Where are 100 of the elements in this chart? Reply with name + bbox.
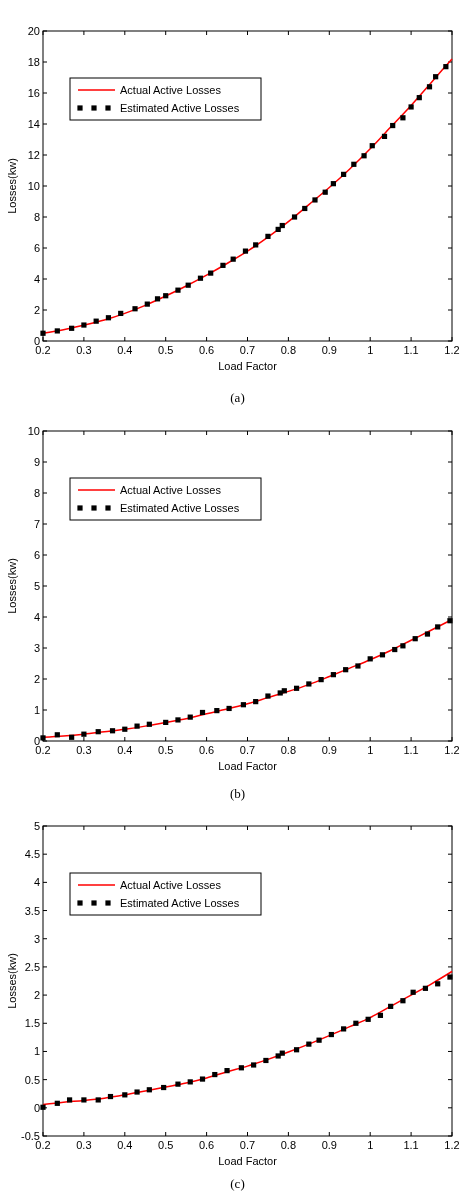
point bbox=[306, 1041, 312, 1047]
point bbox=[230, 256, 236, 262]
point bbox=[400, 998, 406, 1004]
y-tick-label: 3.5 bbox=[24, 904, 40, 917]
point bbox=[263, 1057, 269, 1064]
point bbox=[238, 1065, 244, 1071]
point bbox=[251, 1062, 257, 1068]
point bbox=[443, 64, 449, 70]
point bbox=[214, 708, 220, 714]
point bbox=[175, 717, 181, 723]
x-tick-label: 0.3 bbox=[76, 744, 92, 756]
y-tick-label: 0 bbox=[33, 335, 40, 347]
point bbox=[400, 643, 406, 649]
y-tick-label: 18 bbox=[27, 56, 40, 68]
y-tick-label: 7 bbox=[33, 518, 40, 530]
x-tick-label: 0.7 bbox=[239, 344, 256, 356]
point bbox=[212, 1071, 218, 1078]
point bbox=[54, 1100, 60, 1106]
point bbox=[109, 728, 116, 734]
point bbox=[146, 1087, 152, 1093]
text: (b) bbox=[229, 785, 246, 801]
point bbox=[242, 248, 249, 254]
x-tick-label: 0.5 bbox=[158, 1139, 174, 1151]
point bbox=[132, 306, 138, 312]
legend-label: Actual Active Losses bbox=[120, 484, 222, 496]
point bbox=[367, 656, 373, 662]
point bbox=[281, 688, 287, 694]
x-tick-label: 0.4 bbox=[117, 744, 133, 756]
y-tick-label: 6 bbox=[33, 242, 40, 254]
y-tick-label: 1 bbox=[33, 704, 40, 716]
point bbox=[122, 1092, 128, 1098]
x-tick-label: 0.4 bbox=[117, 344, 133, 356]
legend-label: Estimated Active Losses bbox=[120, 502, 240, 514]
point bbox=[390, 122, 396, 129]
y-tick-label: 2 bbox=[33, 989, 40, 1002]
text: (c) bbox=[230, 1176, 245, 1191]
point bbox=[293, 1047, 300, 1053]
point bbox=[361, 153, 367, 159]
point bbox=[240, 702, 247, 708]
y-axis-title: Losses(kw) bbox=[6, 158, 18, 214]
point bbox=[93, 318, 99, 324]
point bbox=[163, 719, 169, 725]
legend-label: Actual Active Losses bbox=[120, 84, 222, 96]
point bbox=[69, 734, 75, 740]
point bbox=[69, 325, 75, 331]
point bbox=[95, 1097, 101, 1103]
x-tick-label: 0.9 bbox=[321, 744, 337, 756]
point bbox=[199, 709, 206, 716]
legend-label: Actual Active Losses bbox=[120, 879, 222, 891]
point bbox=[381, 133, 388, 139]
y-tick-label: 1.5 bbox=[24, 1017, 40, 1030]
y-tick-label: 12 bbox=[27, 149, 40, 161]
x-tick-label: 1.1 bbox=[403, 344, 419, 356]
point bbox=[365, 1016, 371, 1022]
x-tick-label: 0.8 bbox=[280, 744, 297, 756]
point bbox=[433, 74, 439, 80]
point bbox=[422, 985, 429, 991]
x-tick-label: 1 bbox=[367, 744, 374, 756]
point bbox=[54, 328, 60, 334]
point bbox=[388, 1003, 394, 1009]
x-tick-label: 1.1 bbox=[403, 1139, 419, 1151]
y-tick-label: 14 bbox=[27, 118, 40, 130]
point bbox=[435, 624, 441, 630]
point bbox=[291, 214, 298, 220]
point bbox=[306, 681, 312, 687]
point bbox=[144, 301, 150, 307]
y-tick-label: 2.5 bbox=[24, 960, 40, 973]
x-axis-title: Load Factor bbox=[218, 360, 278, 372]
y-tick-label: 4 bbox=[33, 876, 40, 889]
point bbox=[54, 732, 60, 738]
point bbox=[265, 233, 271, 239]
point bbox=[328, 1031, 334, 1038]
y-tick-label: 3 bbox=[33, 932, 40, 945]
point bbox=[226, 705, 232, 712]
x-tick-label: 0.8 bbox=[280, 1139, 297, 1151]
point bbox=[253, 242, 259, 248]
point bbox=[302, 205, 308, 212]
point bbox=[322, 189, 328, 195]
point bbox=[412, 636, 418, 642]
y-tick-label: 4 bbox=[33, 611, 40, 623]
y-tick-label: 20 bbox=[27, 25, 40, 37]
y-tick-label: 2 bbox=[33, 304, 40, 316]
point bbox=[40, 330, 46, 336]
point bbox=[185, 282, 191, 288]
y-tick-label: 0 bbox=[33, 735, 40, 747]
y-tick-label: 10 bbox=[27, 180, 40, 192]
y-tick-label: 5 bbox=[33, 580, 40, 592]
point bbox=[318, 677, 324, 683]
point bbox=[81, 322, 87, 328]
point bbox=[330, 181, 336, 187]
point bbox=[279, 1050, 285, 1056]
x-tick-label: 0.5 bbox=[158, 344, 174, 356]
y-tick-label: 4 bbox=[33, 273, 40, 285]
point bbox=[341, 1026, 347, 1032]
x-tick-label: 1.2 bbox=[444, 1139, 460, 1151]
point bbox=[107, 1093, 114, 1100]
point bbox=[369, 143, 375, 149]
y-tick-label: 9 bbox=[33, 456, 40, 468]
y-tick-label: 10 bbox=[27, 425, 40, 437]
point bbox=[224, 1068, 230, 1074]
